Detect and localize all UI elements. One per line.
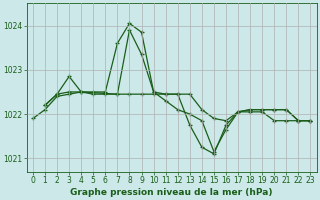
X-axis label: Graphe pression niveau de la mer (hPa): Graphe pression niveau de la mer (hPa) <box>70 188 273 197</box>
